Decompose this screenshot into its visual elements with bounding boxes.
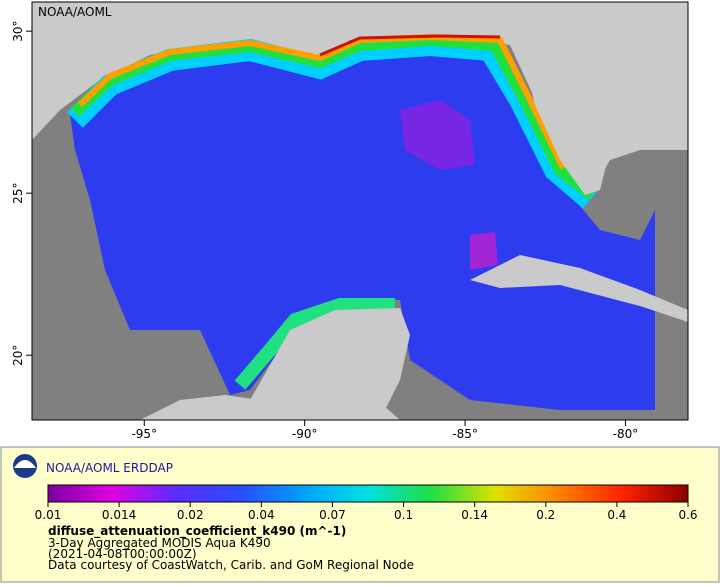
colorbar-tick-label: 0.6 [678, 508, 697, 522]
k490-violet [400, 100, 475, 170]
info-line: (2021-04-08T00:00:00Z) [48, 547, 197, 561]
variable-name: diffuse_attenuation_coefficient_k490 (m^… [48, 524, 346, 539]
axes: -95° -90° -85° -80° 20° 25° 30° [11, 21, 638, 441]
watermark: NOAA/AOML [38, 5, 112, 19]
map [32, 2, 688, 420]
coastal-band [319, 34, 501, 57]
colorbar-tick-label: 0.01 [35, 508, 62, 522]
x-tick-label: -95° [131, 427, 157, 441]
colorbar-tick-label: 0.2 [536, 508, 555, 522]
x-tick-label: -85° [452, 427, 478, 441]
x-tick-label: -80° [613, 427, 639, 441]
colorbar-tick-label: 0.1 [394, 508, 413, 522]
y-tick-label: 30° [11, 21, 25, 42]
info-lines: 3-Day Aggregated MODIS Aqua K490(2021-04… [48, 536, 414, 572]
k490-field [70, 42, 655, 410]
info-line: Data courtesy of CoastWatch, Carib. and … [48, 558, 414, 572]
y-tick-label: 25° [11, 183, 25, 204]
map-frame [31, 1, 689, 421]
k490-magenta [470, 232, 498, 270]
cuba [470, 255, 688, 322]
coastal-band [70, 33, 596, 200]
x-tick-label: -90° [292, 427, 318, 441]
coastal-band [77, 33, 566, 170]
legend-title: NOAA/AOML ERDDAP [46, 461, 173, 475]
colorbar [47, 484, 689, 503]
colorbar-tick-label: 0.4 [607, 508, 626, 522]
y-tick-label: 20° [11, 345, 25, 366]
florida [520, 45, 610, 195]
info-line: 3-Day Aggregated MODIS Aqua K490 [48, 536, 271, 550]
legend-panel [0, 446, 720, 583]
colorbar-tick-label: 0.02 [177, 508, 204, 522]
colorbar-tick-label: 0.07 [319, 508, 346, 522]
noaa-logo-bird [14, 460, 36, 468]
colorbar-tick-label: 0.014 [102, 508, 136, 522]
yucatan [250, 308, 410, 420]
colorbar-tick-label: 0.14 [461, 508, 488, 522]
coastal-band [234, 298, 395, 390]
colorbar-tick-label: 0.04 [248, 508, 275, 522]
